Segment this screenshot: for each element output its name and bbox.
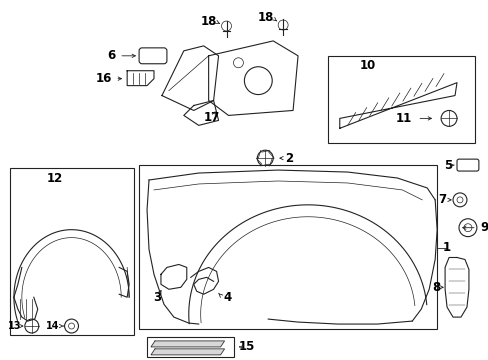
Polygon shape <box>151 341 224 347</box>
Text: 17: 17 <box>203 111 219 124</box>
FancyBboxPatch shape <box>147 337 234 357</box>
Text: 18: 18 <box>258 10 274 23</box>
Text: 4: 4 <box>223 291 231 304</box>
Text: 10: 10 <box>359 59 375 72</box>
Text: 15: 15 <box>238 341 254 354</box>
FancyBboxPatch shape <box>139 165 436 329</box>
Text: 14: 14 <box>46 321 60 331</box>
Text: 9: 9 <box>480 221 488 234</box>
FancyBboxPatch shape <box>139 48 166 64</box>
Text: 7: 7 <box>437 193 445 206</box>
FancyBboxPatch shape <box>327 56 474 143</box>
Text: 5: 5 <box>443 159 451 172</box>
Polygon shape <box>151 349 224 355</box>
Text: 18: 18 <box>200 14 216 27</box>
Text: 1: 1 <box>442 241 450 254</box>
Text: 16: 16 <box>96 72 112 85</box>
Text: 12: 12 <box>46 171 62 185</box>
FancyBboxPatch shape <box>456 159 478 171</box>
Text: 11: 11 <box>395 112 411 125</box>
Text: 2: 2 <box>285 152 293 165</box>
Text: 6: 6 <box>107 49 115 62</box>
Text: 8: 8 <box>431 281 439 294</box>
Text: 3: 3 <box>153 291 161 304</box>
FancyBboxPatch shape <box>10 168 134 335</box>
Text: 13: 13 <box>8 321 22 331</box>
